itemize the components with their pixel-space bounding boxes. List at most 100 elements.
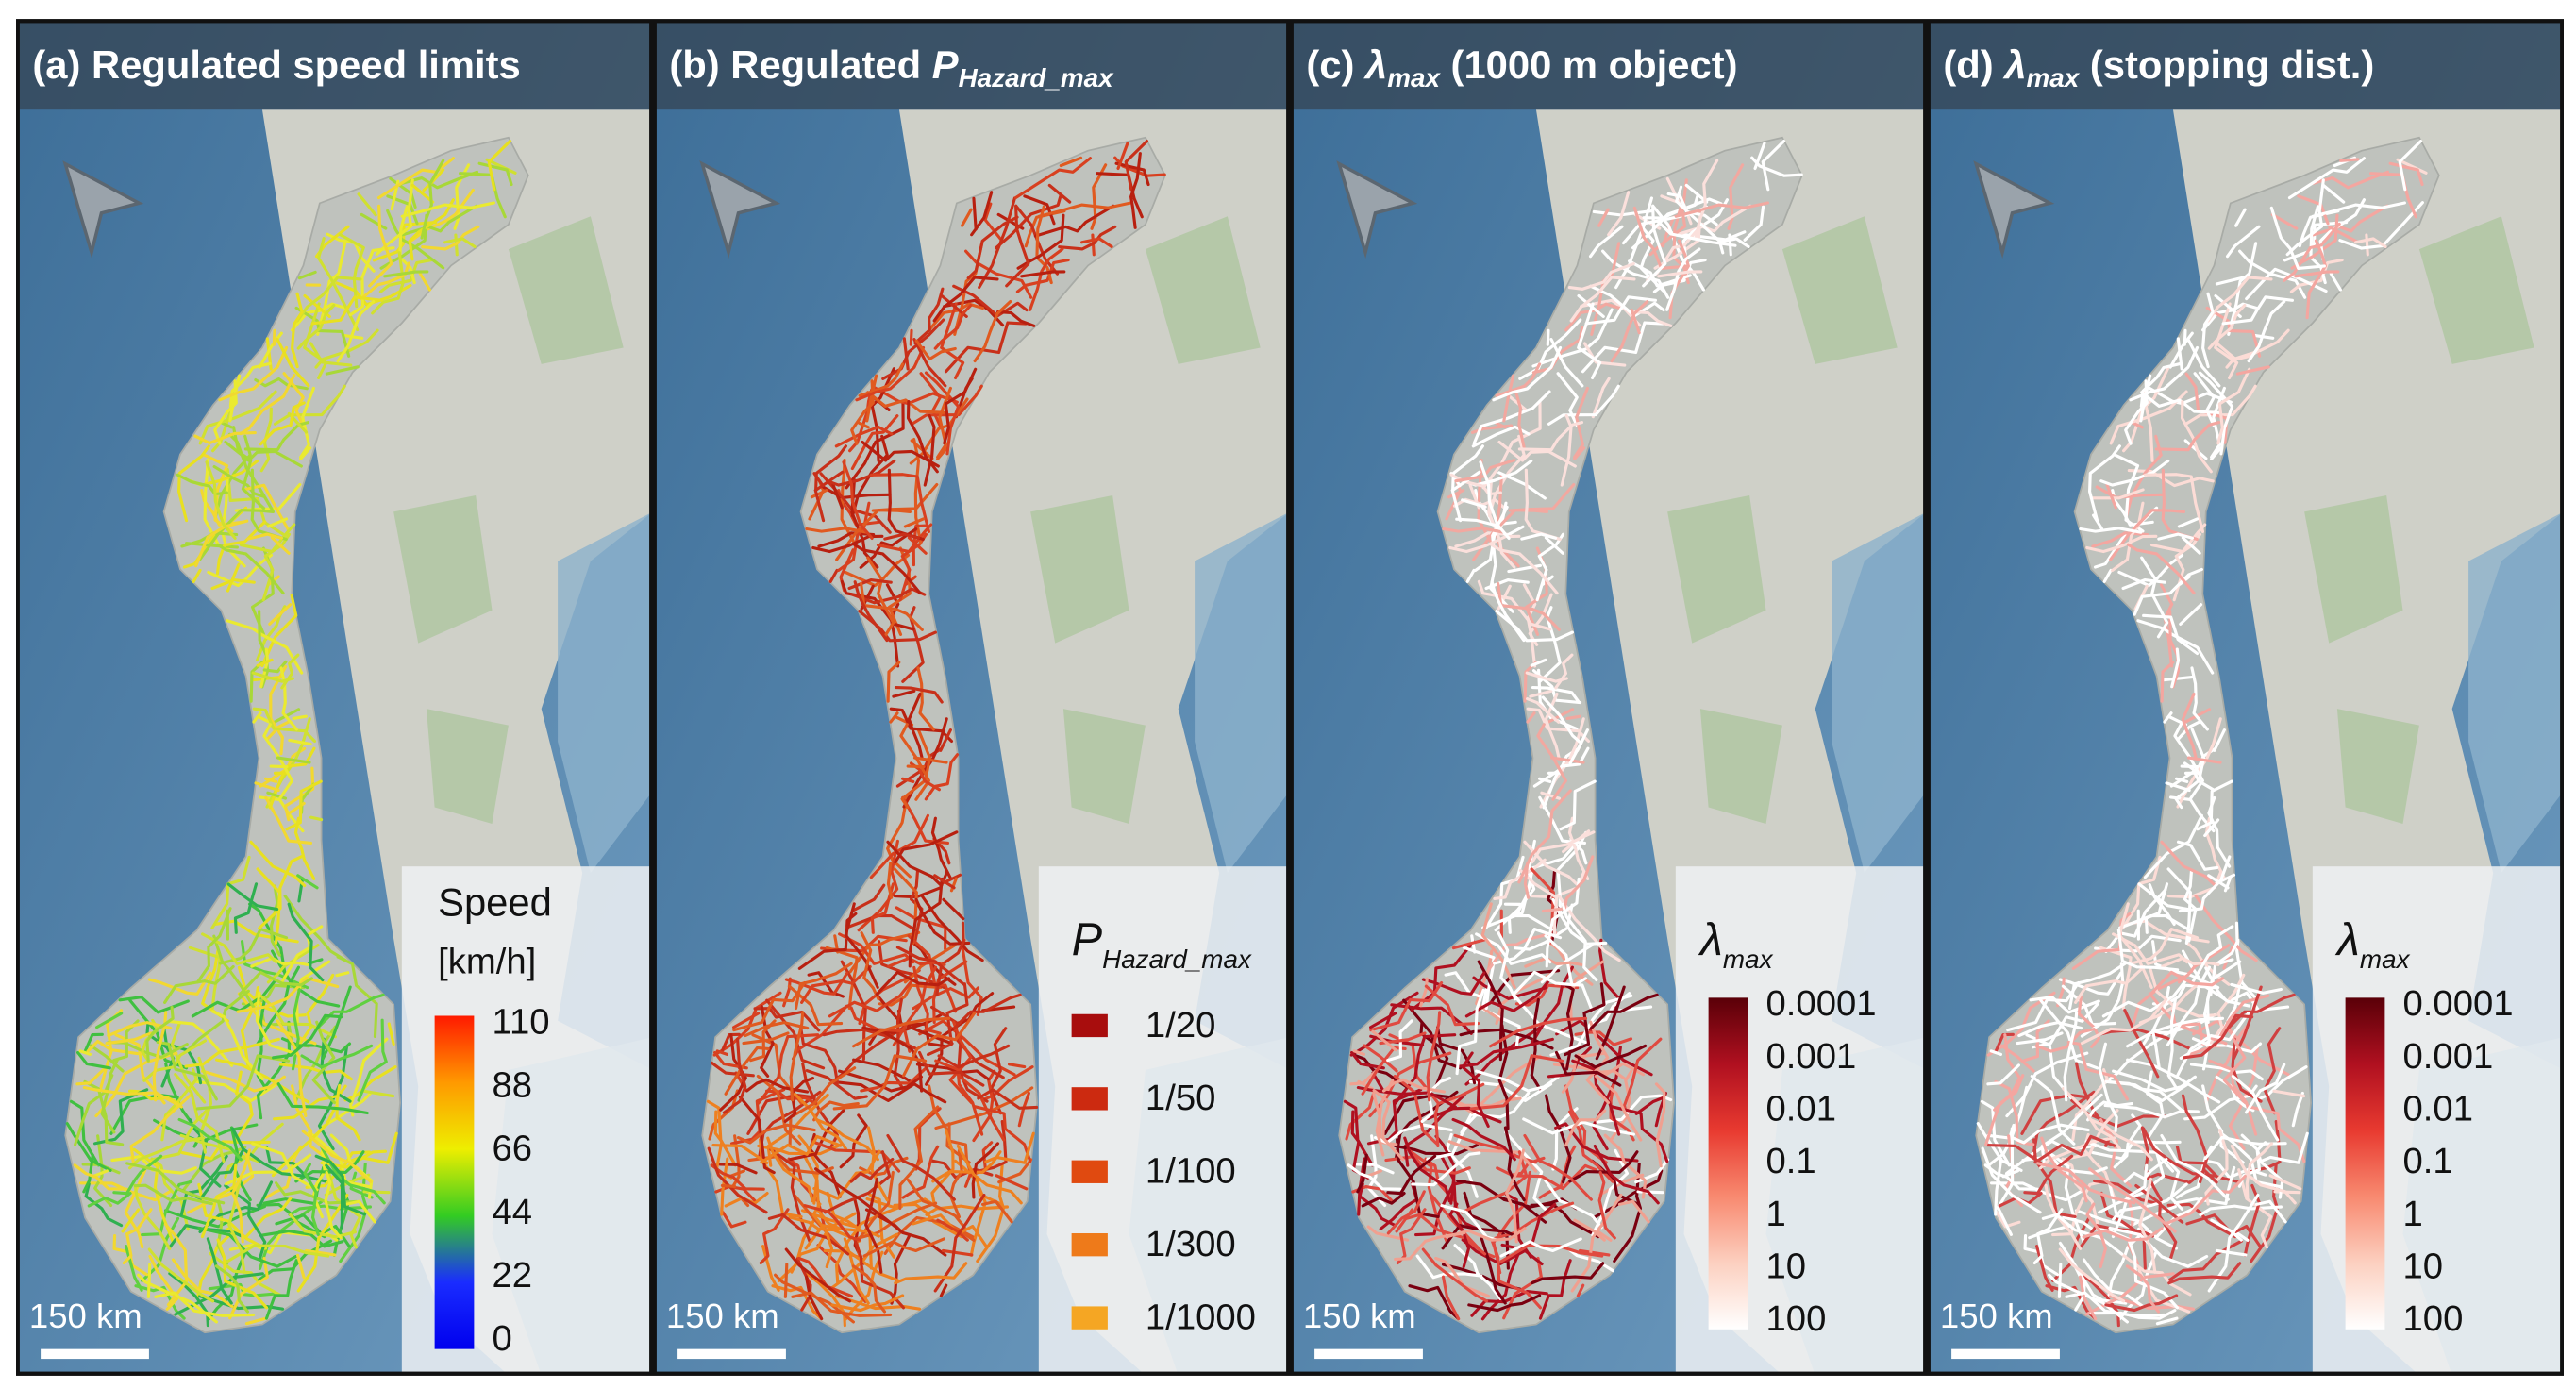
road [804,1224,880,1250]
road [828,568,839,583]
road [1454,459,1516,483]
scale-bar-label: 150 km [1303,1297,1416,1335]
road [2227,242,2258,336]
road [1013,157,1093,200]
road [1467,1294,1542,1313]
road [893,997,905,1091]
road [814,444,847,523]
road [234,1070,254,1142]
road [2253,334,2275,340]
road [163,1222,189,1307]
road [889,711,899,724]
road [2032,1208,2064,1265]
road [861,440,940,468]
road [2080,962,2125,1038]
road [252,711,262,724]
road [361,1089,395,1098]
road [2396,158,2428,175]
road [901,777,915,783]
road [1610,299,1649,363]
road [78,1049,92,1056]
road [1512,970,1588,996]
road [338,233,365,309]
road [2105,483,2117,510]
road [1472,976,1547,1000]
road [859,1156,909,1177]
road [1499,1237,1582,1258]
road [1129,152,1142,229]
road [1461,498,1487,509]
legend-swatch [1071,1306,1108,1330]
road [2082,1258,2145,1308]
road [2201,1084,2245,1164]
road [400,170,479,190]
road [1565,714,1581,721]
road [1375,1079,1395,1157]
road [1665,247,1701,311]
road [1059,156,1083,168]
legend-symbol: λ [1698,914,1723,965]
road [1490,580,1526,643]
road [2245,1142,2274,1199]
road [1454,531,1513,548]
road [2328,226,2359,243]
map-panel: (c) λmax (1000 m object)λmax0.00010.0010… [1290,19,1927,1376]
road [287,902,325,982]
road [1490,969,1561,1003]
road [285,779,323,831]
road [167,1019,234,1067]
road [892,689,916,698]
road [259,1230,344,1248]
road [1444,971,1482,998]
road [2078,1275,2098,1321]
road [2111,501,2145,573]
road [176,473,228,496]
road [127,1136,206,1170]
road [2133,567,2203,616]
road [1493,1201,1575,1240]
road [1549,756,1585,764]
road [2088,1117,2153,1162]
legend-tick-label: 1 [2403,1194,2423,1234]
road [1674,201,1769,218]
road [933,874,956,890]
scale-bar-label: 150 km [666,1297,779,1335]
road [860,581,924,631]
road [2017,1021,2083,1038]
road [864,1177,883,1274]
road [226,882,279,912]
road [1588,225,1624,259]
road [860,1064,930,1093]
road [171,1258,234,1308]
road [810,489,828,499]
legend-tick-label: 0.01 [2403,1089,2473,1130]
road [121,1208,141,1233]
road [84,1182,124,1228]
road [1520,532,1558,541]
road [343,1199,376,1224]
road [198,509,276,561]
road [746,1093,816,1135]
road [2057,1263,2063,1298]
scale-bar [41,1348,149,1360]
road [1535,532,1565,602]
norway-land [1975,136,2440,1334]
title-subscript: Hazard_max [959,63,1114,92]
road [214,1264,250,1314]
road [877,940,946,990]
road [823,1248,899,1282]
road [269,764,289,769]
road [933,303,973,350]
road [1005,204,1030,288]
road [2181,692,2198,760]
road [1561,1051,1606,1094]
road [2228,1046,2259,1151]
legend-item-label: 1/300 [1146,1224,1236,1264]
title-text: (b) Regulated [669,42,931,87]
road [485,158,517,175]
road [1577,293,1605,318]
road [1462,946,1496,1011]
road [1984,1074,2025,1146]
road [2086,1100,2133,1122]
road [1020,270,1066,278]
